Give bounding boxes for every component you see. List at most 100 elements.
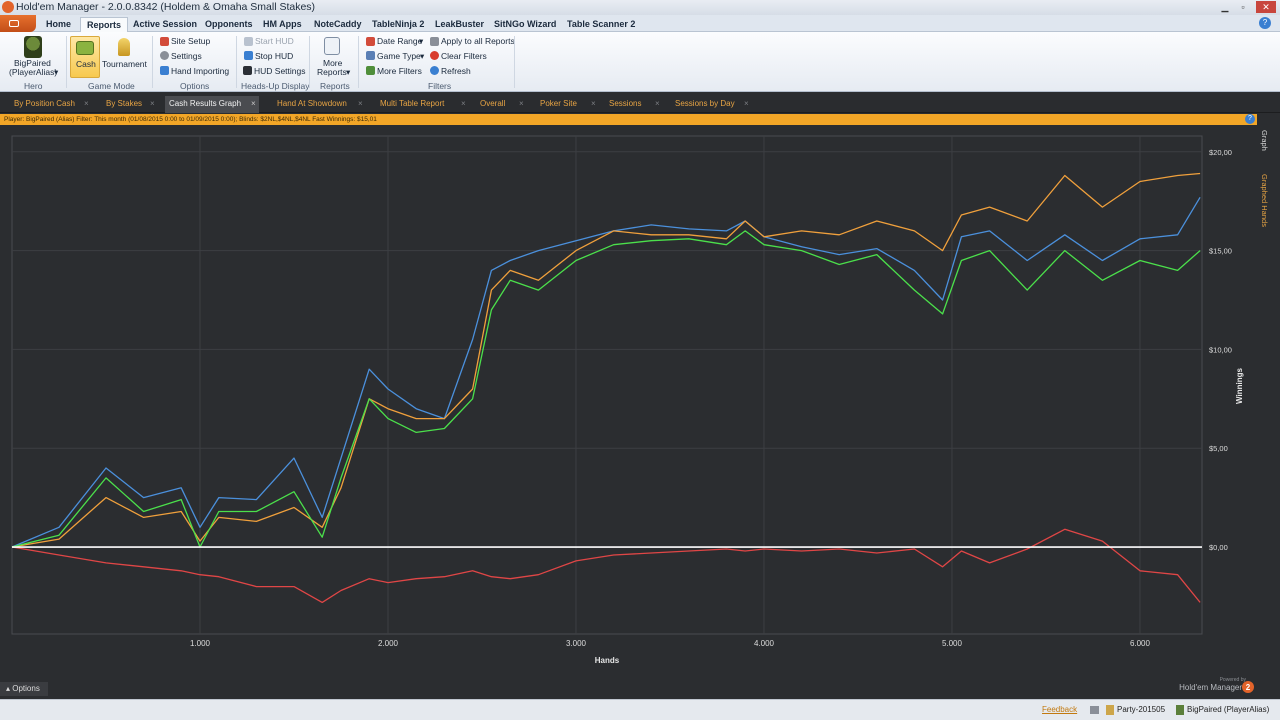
close-tab-icon[interactable]: × xyxy=(519,99,524,108)
active-player[interactable]: BigPaired (PlayerAlias) xyxy=(1187,705,1270,714)
start-hud-button[interactable]: Start HUD xyxy=(255,36,294,46)
tab-tableninja[interactable]: TableNinja 2 xyxy=(372,19,425,29)
clear-filters-icon xyxy=(430,51,439,60)
brand-name: Hold'em Manager xyxy=(1179,683,1242,692)
minimize-button[interactable]: ▁ xyxy=(1221,2,1229,12)
refresh-icon xyxy=(430,66,439,75)
tab-sessions[interactable]: Sessions xyxy=(609,99,642,108)
x-axis-label: Hands xyxy=(595,656,620,665)
start-hud-icon xyxy=(244,37,253,46)
filter-summary: Player: BigPaired (Alias) Filter: This m… xyxy=(0,114,1257,125)
trophy-icon[interactable] xyxy=(118,38,130,56)
tab-sessions-by-day[interactable]: Sessions by Day xyxy=(675,99,735,108)
y-tick-label: $5,00 xyxy=(1209,444,1228,453)
app-menu-button[interactable] xyxy=(0,15,36,32)
close-tab-icon[interactable]: × xyxy=(84,99,89,108)
group-label-options: Options xyxy=(180,81,210,91)
date-range-dropdown-icon[interactable]: ▾ xyxy=(419,36,424,46)
ribbon-divider xyxy=(514,36,515,88)
allin-ev-line xyxy=(11,172,1201,548)
more-reports-dropdown-icon[interactable]: ▾ xyxy=(346,67,351,77)
group-label-reports: Reports xyxy=(320,81,350,91)
more-reports-label-2[interactable]: Reports xyxy=(317,67,347,77)
tournament-button[interactable]: Tournament xyxy=(102,59,147,69)
side-tab-graph[interactable]: Graph xyxy=(1260,130,1269,151)
plot-frame xyxy=(11,135,1203,635)
more-filters-button[interactable]: More Filters xyxy=(377,66,422,76)
more-reports-icon[interactable] xyxy=(324,37,340,55)
tab-table-scanner[interactable]: Table Scanner 2 xyxy=(567,19,636,29)
hero-alias[interactable]: (PlayerAlias) xyxy=(9,67,58,77)
hero-dropdown-icon[interactable]: ▾ xyxy=(54,67,59,77)
gear-icon xyxy=(160,51,169,60)
tab-notecaddy[interactable]: NoteCaddy xyxy=(314,19,362,29)
tab-poker-site[interactable]: Poker Site xyxy=(540,99,577,108)
close-button[interactable]: ✕ xyxy=(1256,1,1276,13)
tab-active-session[interactable]: Active Session xyxy=(133,19,198,29)
tab-cash-results-graph[interactable]: Cash Results Graph xyxy=(165,96,259,113)
player-icon xyxy=(1176,705,1184,715)
tab-overall[interactable]: Overall xyxy=(480,99,506,108)
powered-by-text: Powered by xyxy=(1220,677,1247,683)
tab-multi-table-report[interactable]: Multi Table Report xyxy=(380,99,445,108)
close-tab-icon[interactable]: × xyxy=(150,99,155,108)
close-tab-icon[interactable]: × xyxy=(744,99,749,108)
tab-sitngo-wizard[interactable]: SitNGo Wizard xyxy=(494,19,557,29)
tab-reports[interactable]: Reports xyxy=(80,17,129,32)
y-tick-label: $20,00 xyxy=(1209,148,1232,157)
y-tick-label: $10,00 xyxy=(1209,345,1232,354)
tab-by-position-cash[interactable]: By Position Cash xyxy=(14,99,75,108)
tab-by-stakes[interactable]: By Stakes xyxy=(106,99,143,108)
brand-logo-icon xyxy=(1242,681,1254,693)
hud-settings-button[interactable]: HUD Settings xyxy=(254,66,306,76)
game-type-dropdown-icon[interactable]: ▾ xyxy=(420,51,425,61)
group-label-hero: Hero xyxy=(24,81,43,91)
brand-number: 2 xyxy=(1246,683,1251,692)
cash-button[interactable] xyxy=(70,36,100,78)
stop-hud-button[interactable]: Stop HUD xyxy=(255,51,294,61)
database-name[interactable]: Party-201505 xyxy=(1117,705,1166,714)
maximize-button[interactable]: ▫ xyxy=(1241,2,1245,12)
game-type-button[interactable]: Game Type xyxy=(377,51,421,61)
tab-leakbuster[interactable]: LeakBuster xyxy=(435,19,485,29)
y-axis-label: Winnings xyxy=(1235,367,1244,403)
menu-bar: Home Reports Active Session Opponents HM… xyxy=(0,15,1280,32)
tab-hand-at-showdown[interactable]: Hand At Showdown xyxy=(277,99,347,108)
close-tab-icon[interactable]: × xyxy=(251,99,256,108)
x-tick-label: 4.000 xyxy=(754,639,775,648)
tab-home[interactable]: Home xyxy=(46,19,72,29)
status-bar: Feedback Party-201505 BigPaired (PlayerA… xyxy=(0,699,1280,720)
apply-all-button[interactable]: Apply to all Reports xyxy=(441,36,515,46)
help-icon[interactable]: ? xyxy=(1259,17,1271,29)
close-tab-icon[interactable]: × xyxy=(591,99,596,108)
app-menu-icon xyxy=(9,20,19,27)
feedback-link[interactable]: Feedback xyxy=(1042,705,1078,714)
group-label-hud: Heads-Up Display xyxy=(241,81,310,91)
hero-avatar-icon[interactable] xyxy=(24,36,42,58)
ribbon-divider xyxy=(66,36,67,88)
options-button[interactable]: ▴ Options xyxy=(0,682,48,696)
import-icon xyxy=(160,66,169,75)
close-tab-icon[interactable]: × xyxy=(461,99,466,108)
site-setup-button[interactable]: Site Setup xyxy=(171,36,211,46)
hand-importing-button[interactable]: Hand Importing xyxy=(171,66,230,76)
refresh-button[interactable]: Refresh xyxy=(441,66,471,76)
tab-opponents[interactable]: Opponents xyxy=(205,19,253,29)
cash-label: Cash xyxy=(76,59,96,69)
side-tab-graphed-hands[interactable]: Graphed Hands xyxy=(1260,174,1269,227)
more-reports-label-1[interactable]: More xyxy=(323,58,343,68)
date-range-icon xyxy=(366,37,375,46)
tab-hm-apps[interactable]: HM Apps xyxy=(263,19,302,29)
hero-name[interactable]: BigPaired xyxy=(14,58,51,68)
date-range-button[interactable]: Date Range xyxy=(377,36,423,46)
clear-filters-button[interactable]: Clear Filters xyxy=(441,51,487,61)
settings-button[interactable]: Settings xyxy=(171,51,202,61)
group-label-game-mode: Game Mode xyxy=(88,81,135,91)
filter-help-icon[interactable]: ? xyxy=(1245,114,1255,124)
notification-icon[interactable] xyxy=(1090,706,1099,714)
close-tab-icon[interactable]: × xyxy=(358,99,363,108)
chart-background xyxy=(0,126,1258,682)
non-showdown-line xyxy=(11,528,1201,604)
close-tab-icon[interactable]: × xyxy=(655,99,660,108)
title-bar: Hold'em Manager - 2.0.0.8342 (Holdem & O… xyxy=(0,0,1280,15)
